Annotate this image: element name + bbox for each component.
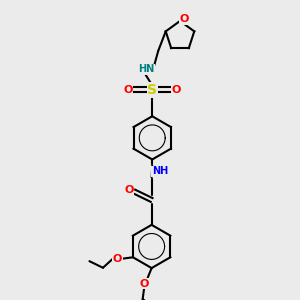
Text: O: O bbox=[140, 279, 149, 289]
Text: HN: HN bbox=[138, 64, 154, 74]
Text: O: O bbox=[112, 254, 122, 264]
Text: S: S bbox=[147, 83, 157, 97]
Text: O: O bbox=[124, 85, 133, 95]
Text: NH: NH bbox=[152, 167, 168, 176]
Text: O: O bbox=[180, 14, 189, 25]
Text: O: O bbox=[172, 85, 181, 95]
Text: O: O bbox=[124, 185, 134, 195]
